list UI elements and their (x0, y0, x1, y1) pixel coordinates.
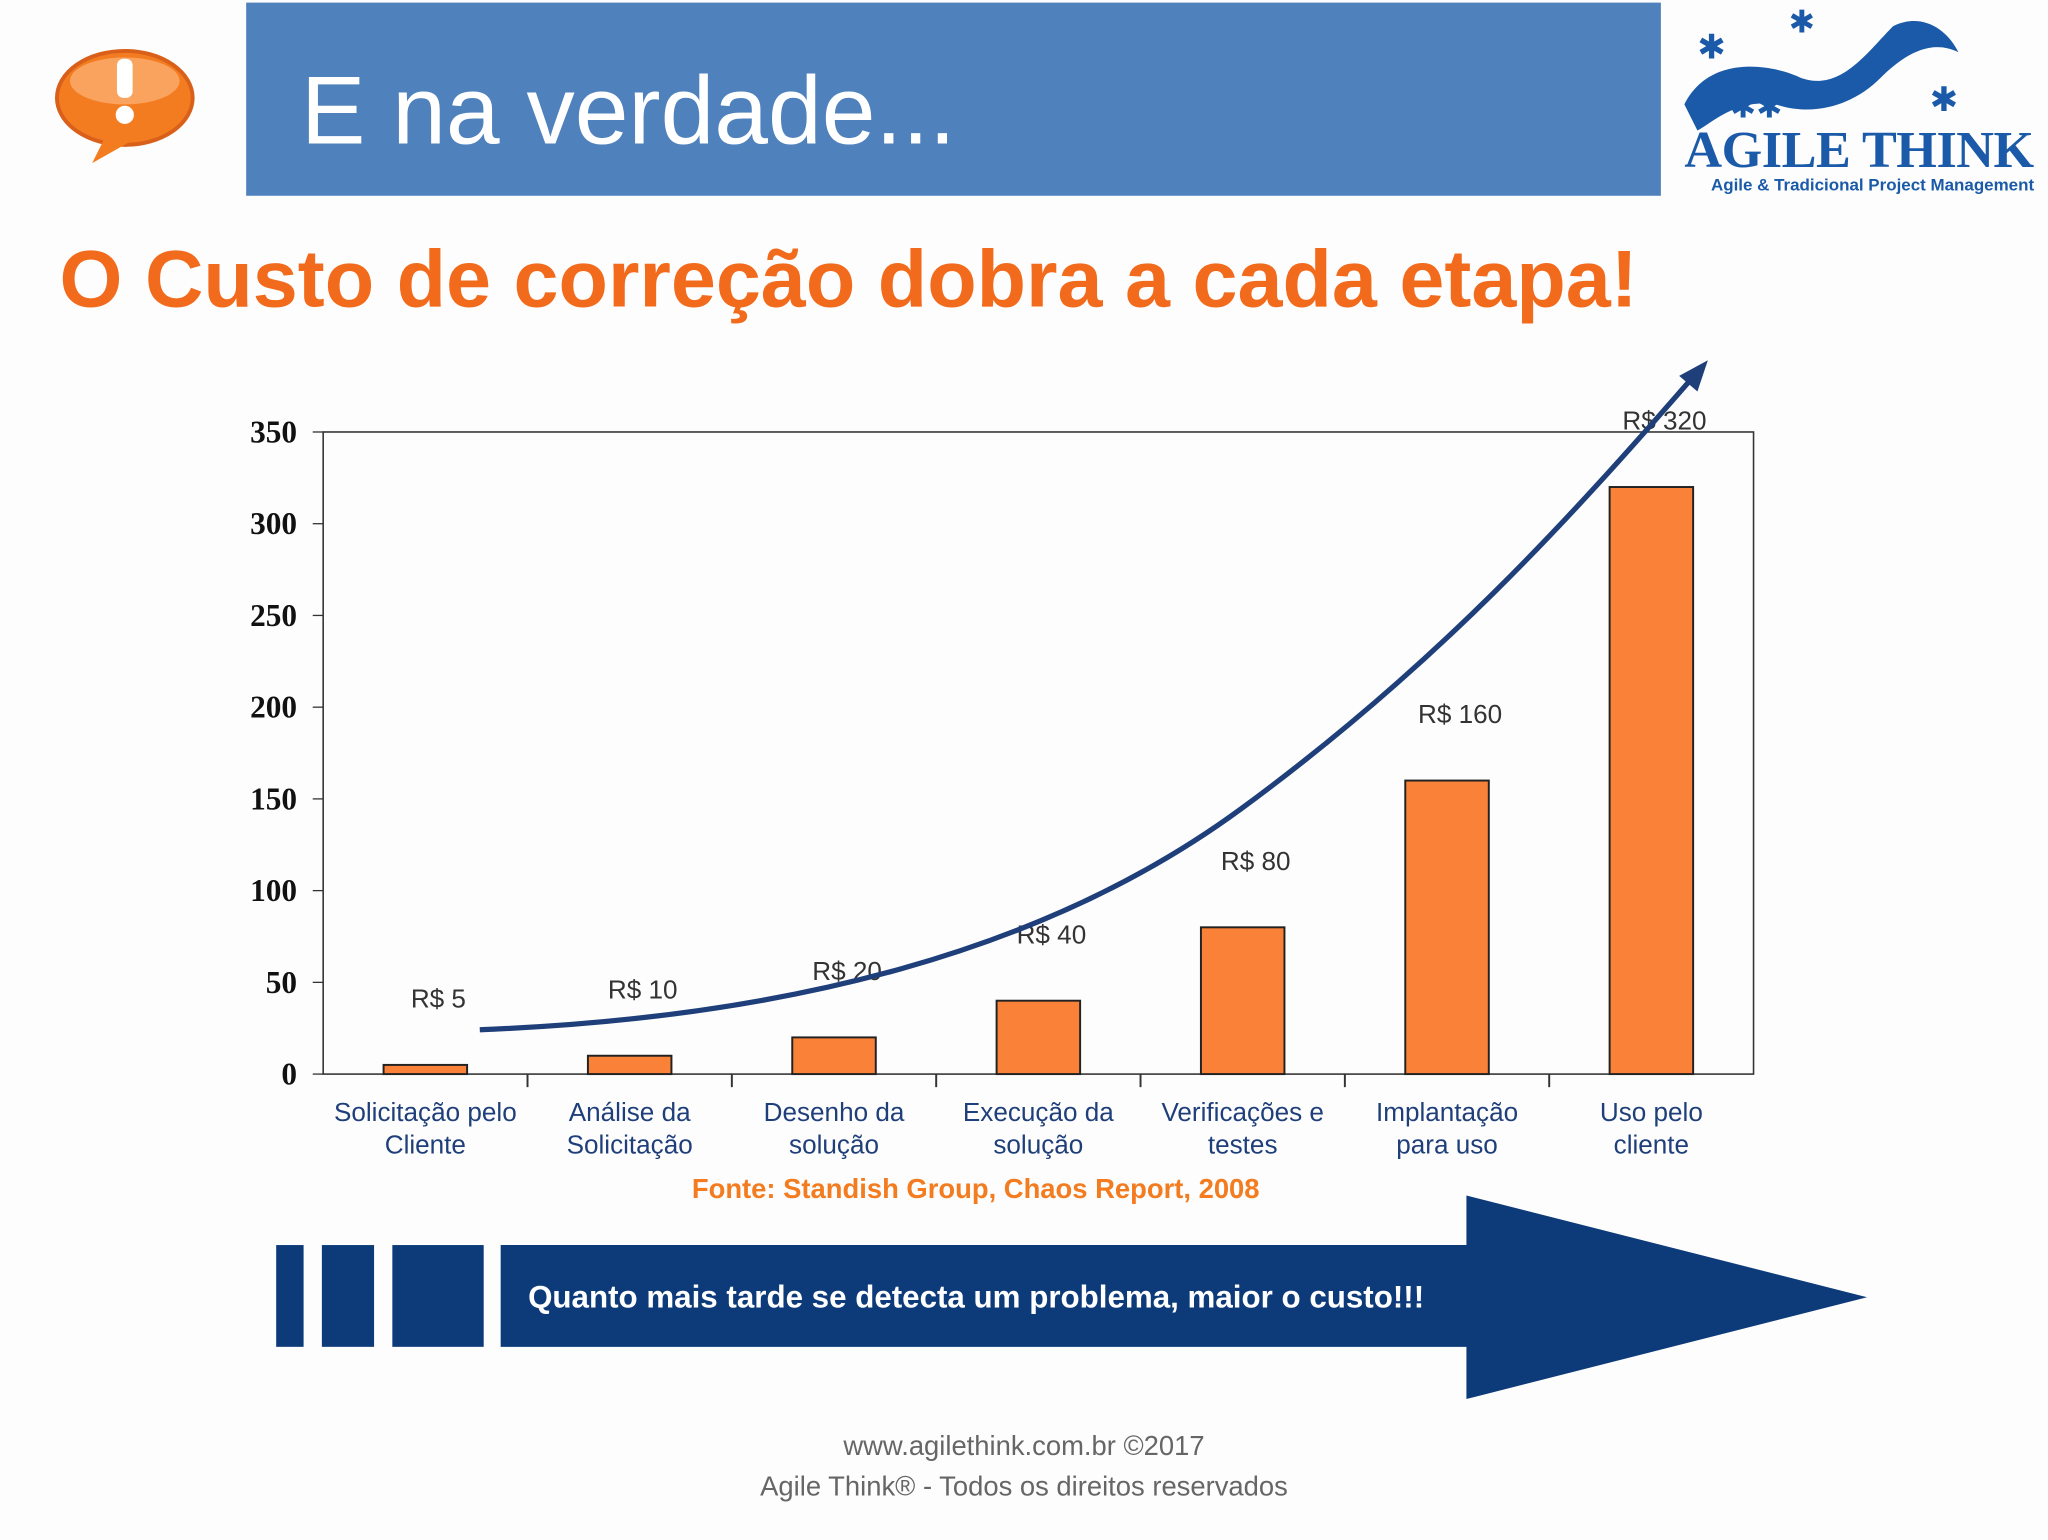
value-label: R$ 5 (411, 983, 466, 1013)
value-label: R$ 160 (1418, 699, 1502, 729)
slide-title: O Custo de correção dobra a cada etapa! (60, 235, 1638, 325)
logo-tagline: Agile & Tradicional Project Management (1711, 176, 2034, 195)
banner-text: Quanto mais tarde se detecta um problema… (528, 1280, 1424, 1315)
x-tick-label: Execução da solução (963, 1097, 1114, 1160)
y-tick-label: 350 (250, 414, 297, 449)
trend-arrow (479, 360, 1708, 1033)
bar (791, 1036, 877, 1076)
y-tick-label: 300 (250, 506, 297, 541)
y-tick-label: 250 (250, 598, 297, 633)
chart: 0 50 100 150 200 250 300 350 R$ 5 Solicitação pel… (250, 406, 1706, 1160)
logo-name: AGILE THINK (1684, 121, 2034, 179)
bar (995, 999, 1082, 1076)
x-tick-label: Implantação para uso (1376, 1097, 1518, 1160)
y-tick-label: 150 (250, 781, 297, 816)
bar (1608, 486, 1695, 1076)
value-label: R$ 10 (608, 974, 678, 1004)
alert-icon (54, 48, 195, 164)
svg-text:✱: ✱ (1697, 29, 1725, 67)
bar (382, 1063, 469, 1076)
footer-line: Agile Think® - Todos os direitos reserva… (760, 1471, 1288, 1502)
y-tick-label: 100 (250, 873, 297, 908)
bar (1404, 779, 1490, 1076)
bar (586, 1054, 673, 1076)
svg-text:✱: ✱ (1930, 81, 1958, 119)
logo: ✱ ✱ ✱ ✱✱ AGILE THINK Agile & Tradicional… (1684, 5, 2035, 195)
x-tick-label: Análise da Solicitação (567, 1097, 693, 1160)
x-tick-label: Solicitação pelo Cliente (334, 1097, 517, 1160)
source: Fonte: Standish Group, Chaos Report, 200… (692, 1173, 1260, 1204)
header-title: E na verdade... (301, 58, 956, 165)
bar (1199, 926, 1286, 1076)
svg-text:✱: ✱ (1789, 5, 1815, 40)
y-tick-label: 0 (281, 1057, 297, 1092)
header-bar (246, 2, 1661, 196)
x-tick-label: Uso pelo cliente (1600, 1097, 1703, 1160)
y-tick-label: 50 (266, 965, 297, 1000)
value-label: R$ 80 (1221, 846, 1291, 876)
banner-arrow (276, 1195, 1868, 1400)
y-tick-label: 200 (250, 690, 297, 725)
x-tick-label: Desenho da solução (764, 1097, 905, 1160)
svg-text:✱✱: ✱✱ (1730, 89, 1782, 124)
x-tick-label: Verificações e testes (1161, 1097, 1323, 1160)
footer-line: www.agilethink.com.br ©2017 (842, 1430, 1204, 1461)
